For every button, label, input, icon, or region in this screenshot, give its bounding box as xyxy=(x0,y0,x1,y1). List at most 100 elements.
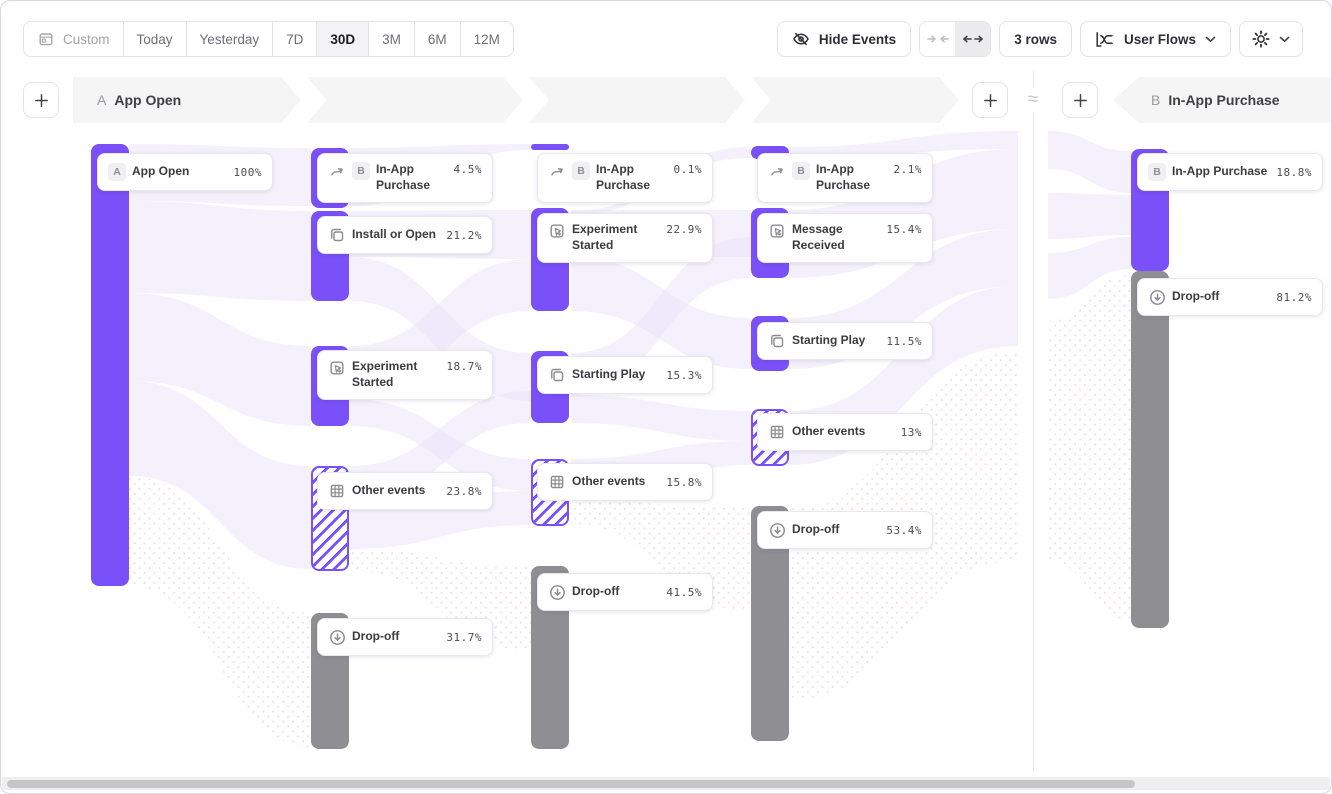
node-label: Install or Open xyxy=(352,227,437,242)
node-label: Experiment Started xyxy=(572,222,638,252)
range-label: Yesterday xyxy=(199,31,260,47)
badge-a: A xyxy=(108,163,126,181)
path-banner-segment xyxy=(529,77,745,123)
flow-node-app-open[interactable]: A App Open 100% xyxy=(97,153,273,191)
node-label: In-App Purchase xyxy=(1172,164,1268,179)
view-type-dropdown[interactable]: User Flows xyxy=(1079,21,1231,57)
dropoff-icon xyxy=(768,521,786,539)
range-custom-button[interactable]: Custom xyxy=(23,21,124,57)
range-today-button[interactable]: Today xyxy=(122,21,187,57)
calendar-icon xyxy=(37,30,55,48)
node-percent: 21.2% xyxy=(446,228,482,242)
badge-b: B xyxy=(1148,163,1166,181)
add-step-button-mid-left[interactable] xyxy=(972,82,1008,118)
experiment-icon xyxy=(548,222,566,240)
approx-break-symbol: ≈ xyxy=(1014,88,1052,112)
flow-bar-drop-off[interactable] xyxy=(1131,271,1169,628)
flow-bar-app-open[interactable] xyxy=(91,144,129,586)
flow-node-starting-play[interactable]: Starting Play 15.3% xyxy=(537,356,713,394)
range-label: Today xyxy=(136,31,173,47)
flow-arrow-icon xyxy=(768,162,786,180)
start-event-header: A App Open xyxy=(97,77,181,123)
flow-node-drop-off[interactable]: Drop-off 31.7% xyxy=(317,618,493,656)
section-divider xyxy=(1033,71,1034,771)
flow-node-drop-off[interactable]: Drop-off 41.5% xyxy=(537,573,713,611)
chevron-down-icon xyxy=(1279,30,1290,48)
chevron-down-icon xyxy=(1205,30,1216,48)
flow-node-experiment-started[interactable]: Experiment Started 18.7% xyxy=(317,350,493,400)
flow-node-in-app-purchase[interactable]: B In-App Purchase 0.1% xyxy=(537,153,713,203)
flow-ribbon xyxy=(571,257,751,369)
range-3m-button[interactable]: 3M xyxy=(368,21,415,57)
range-7d-button[interactable]: 7D xyxy=(272,21,318,57)
arrows-inward-icon xyxy=(926,30,950,48)
expand-columns-button[interactable] xyxy=(955,22,991,56)
end-event-badge: B xyxy=(1151,92,1161,108)
range-yesterday-button[interactable]: Yesterday xyxy=(185,21,274,57)
node-percent: 22.9% xyxy=(666,223,702,236)
flow-ribbon xyxy=(129,293,311,426)
path-banner-segment xyxy=(307,77,523,123)
node-percent: 31.7% xyxy=(446,630,482,644)
node-percent: 15.4% xyxy=(886,223,922,236)
range-label: 6M xyxy=(427,31,447,47)
range-12m-button[interactable]: 12M xyxy=(459,21,514,57)
node-percent: 4.5% xyxy=(453,163,482,176)
toolbar-right: Hide Events 3 rows xyxy=(776,21,1303,57)
node-percent: 81.2% xyxy=(1276,290,1312,304)
grid-icon xyxy=(328,482,346,500)
node-label: Drop-off xyxy=(792,522,840,537)
flow-node-in-app-purchase[interactable]: B In-App Purchase 2.1% xyxy=(757,153,933,203)
node-percent: 11.5% xyxy=(886,334,922,348)
add-step-button-left[interactable] xyxy=(23,82,59,118)
node-label: Drop-off xyxy=(352,629,400,644)
rows-button[interactable]: 3 rows xyxy=(999,21,1072,57)
flow-node-other-events[interactable]: Other events 13% xyxy=(757,413,933,451)
flow-node-drop-off[interactable]: Drop-off 81.2% xyxy=(1137,278,1323,316)
collapse-columns-button[interactable] xyxy=(920,22,956,56)
flow-ribbon xyxy=(129,381,311,569)
experiment-icon xyxy=(328,359,346,377)
flow-ribbon xyxy=(1048,193,1131,239)
range-label: 12M xyxy=(473,31,500,47)
node-label: Drop-off xyxy=(1172,289,1220,304)
flow-ribbon xyxy=(571,395,751,441)
flow-bar-in-app-purchase[interactable] xyxy=(531,144,569,150)
path-banner-segment xyxy=(751,77,959,123)
node-percent: 15.8% xyxy=(666,475,702,489)
node-label: Starting Play xyxy=(792,333,866,348)
flow-node-in-app-purchase[interactable]: B In-App Purchase 18.8% xyxy=(1137,153,1323,191)
node-percent: 0.1% xyxy=(673,163,702,176)
flow-node-drop-off[interactable]: Drop-off 53.4% xyxy=(757,511,933,549)
settings-dropdown[interactable] xyxy=(1239,21,1303,57)
hide-events-label: Hide Events xyxy=(818,31,897,47)
gear-icon xyxy=(1252,30,1270,48)
date-range-selector: Custom Today Yesterday 7D 30D 3M 6M 12M xyxy=(23,21,514,57)
node-label: Other events xyxy=(572,474,646,489)
flow-node-message-received[interactable]: Message Received 15.4% xyxy=(757,213,933,263)
flow-node-other-events[interactable]: Other events 15.8% xyxy=(537,463,713,501)
horizontal-scrollbar[interactable] xyxy=(2,777,1330,790)
horizontal-scrollbar-thumb[interactable] xyxy=(7,779,1135,788)
flow-node-other-events[interactable]: Other events 23.8% xyxy=(317,472,493,510)
range-30d-button[interactable]: 30D xyxy=(316,21,370,57)
range-6m-button[interactable]: 6M xyxy=(413,21,461,57)
node-percent: 18.7% xyxy=(446,360,482,373)
spacing-toggle xyxy=(919,21,992,57)
arrows-outward-icon xyxy=(961,30,985,48)
add-step-button-mid-right[interactable] xyxy=(1062,82,1098,118)
hide-events-button[interactable]: Hide Events xyxy=(776,21,912,57)
flow-arrow-icon xyxy=(548,162,566,180)
flow-node-starting-play[interactable]: Starting Play 11.5% xyxy=(757,322,933,360)
node-label: In-App Purchase xyxy=(376,162,431,192)
squares-icon xyxy=(328,226,346,244)
badge-b: B xyxy=(352,162,370,180)
experiment-icon xyxy=(768,222,786,240)
flow-node-experiment-started[interactable]: Experiment Started 22.9% xyxy=(537,213,713,263)
flow-node-in-app-purchase[interactable]: B In-App Purchase 4.5% xyxy=(317,153,493,203)
node-label: In-App Purchase xyxy=(596,162,651,192)
view-type-label: User Flows xyxy=(1123,31,1196,47)
flow-node-install-or-open[interactable]: Install or Open 21.2% xyxy=(317,216,493,254)
path-banner-segment xyxy=(1113,77,1331,123)
node-label: Experiment Started xyxy=(352,359,418,389)
